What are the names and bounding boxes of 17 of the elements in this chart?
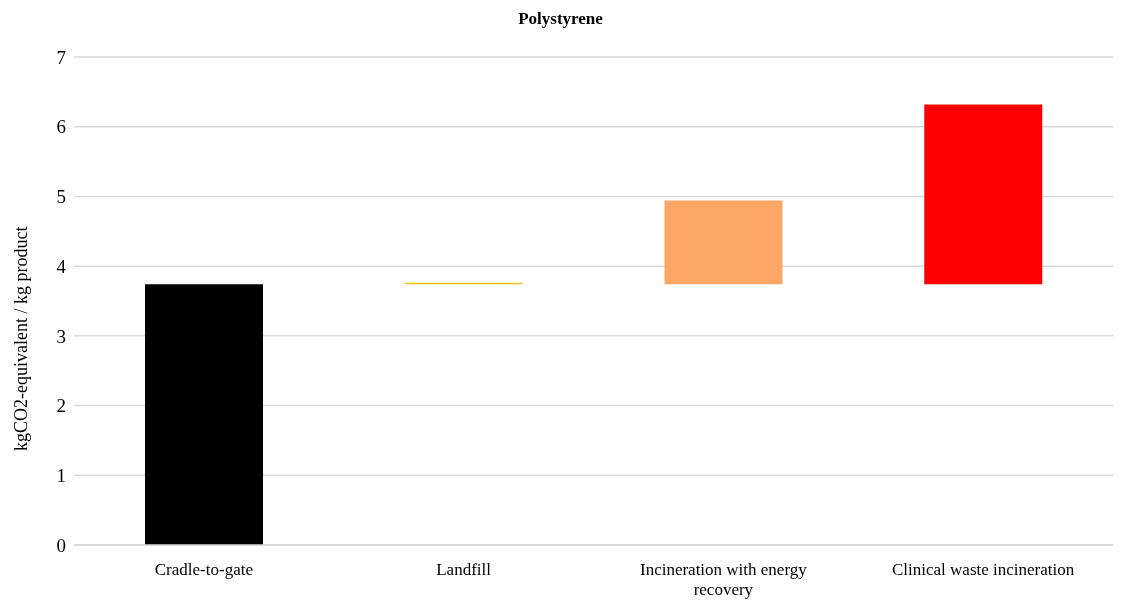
- chart-title: Polystyrene: [517, 8, 604, 30]
- y-tick-label: 3: [56, 325, 66, 347]
- y-tick-label: 1: [56, 465, 66, 487]
- bar: [145, 284, 263, 545]
- y-tick-label: 5: [56, 186, 66, 208]
- y-tick-label: 6: [56, 116, 66, 138]
- bar: [664, 200, 783, 285]
- y-axis-title: kgCO2-equivalent / kg product: [11, 226, 32, 451]
- y-tick-label: 7: [56, 46, 66, 68]
- y-tick-label: 4: [56, 255, 67, 277]
- y-tick-label: 2: [56, 395, 66, 417]
- x-tick-label: Landfill: [436, 560, 492, 579]
- x-tick-label: Cradle-to-gate: [154, 560, 253, 579]
- bar: [924, 104, 1043, 285]
- y-tick-label: 0: [56, 534, 66, 556]
- x-tick-label: Clinical waste incineration: [892, 560, 1075, 579]
- x-tick-label: Incineration with energy recovery: [639, 560, 808, 599]
